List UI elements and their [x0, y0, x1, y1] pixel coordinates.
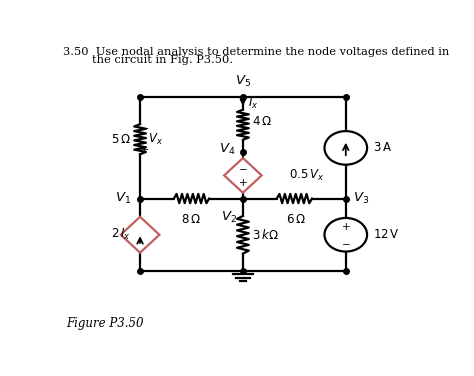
- Text: $V_1$: $V_1$: [115, 191, 131, 206]
- Text: $4\,\Omega$: $4\,\Omega$: [252, 115, 272, 128]
- Text: $+$: $+$: [238, 177, 248, 188]
- Text: $3\,k\Omega$: $3\,k\Omega$: [252, 228, 279, 242]
- Text: $12\,\mathrm{V}$: $12\,\mathrm{V}$: [373, 228, 400, 241]
- Text: $+$: $+$: [341, 221, 351, 232]
- Text: the circuit in Fig. P3.50.: the circuit in Fig. P3.50.: [63, 55, 233, 65]
- Text: $V_x$: $V_x$: [148, 132, 163, 147]
- Text: $+$: $+$: [139, 144, 149, 155]
- Text: $2\,I_x$: $2\,I_x$: [111, 227, 131, 242]
- Text: $0.5\,V_x$: $0.5\,V_x$: [289, 168, 324, 183]
- Text: $V_2$: $V_2$: [221, 210, 237, 225]
- Text: Figure P3.50: Figure P3.50: [66, 317, 144, 330]
- Text: $8\,\Omega$: $8\,\Omega$: [182, 213, 201, 226]
- Text: 3.50  Use nodal analysis to determine the node voltages defined in: 3.50 Use nodal analysis to determine the…: [63, 47, 449, 56]
- Text: $3\,\mathrm{A}$: $3\,\mathrm{A}$: [373, 141, 392, 155]
- Text: $-$: $-$: [341, 238, 351, 249]
- Text: $V_5$: $V_5$: [235, 73, 251, 89]
- Text: $I_x$: $I_x$: [248, 96, 259, 111]
- Text: $V_3$: $V_3$: [353, 191, 369, 206]
- Text: $-$: $-$: [139, 122, 149, 132]
- Text: $V_4$: $V_4$: [219, 142, 236, 157]
- Text: $-$: $-$: [238, 163, 248, 173]
- Text: $6\,\Omega$: $6\,\Omega$: [286, 213, 306, 226]
- Text: $5\,\Omega$: $5\,\Omega$: [111, 133, 131, 146]
